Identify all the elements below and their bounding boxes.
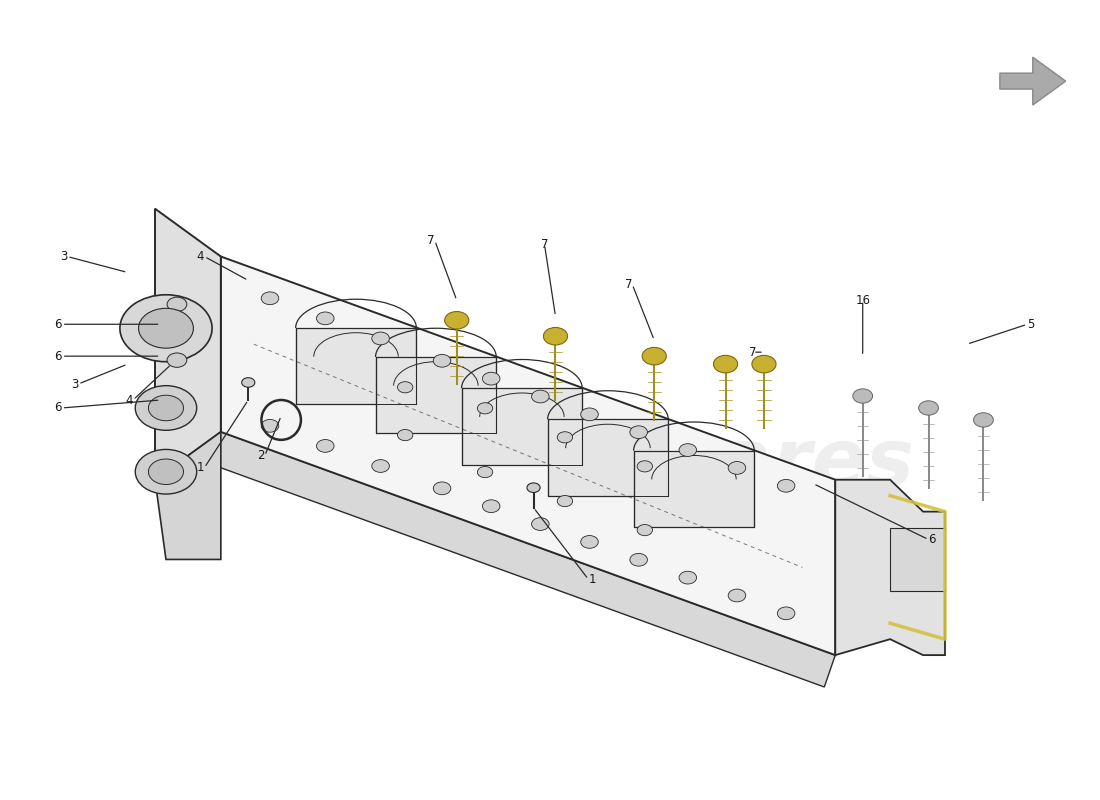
Polygon shape <box>296 328 417 405</box>
Polygon shape <box>634 450 755 527</box>
Circle shape <box>714 355 738 373</box>
Text: 6: 6 <box>54 318 62 330</box>
Text: 3: 3 <box>70 378 78 390</box>
Text: 5: 5 <box>1027 318 1035 330</box>
Circle shape <box>679 571 696 584</box>
Circle shape <box>372 460 389 472</box>
Circle shape <box>135 450 197 494</box>
Circle shape <box>527 483 540 493</box>
Circle shape <box>397 430 412 441</box>
Text: 16: 16 <box>855 294 870 307</box>
Polygon shape <box>221 257 835 655</box>
Polygon shape <box>835 480 945 655</box>
Text: 1: 1 <box>588 573 596 586</box>
Circle shape <box>167 353 187 367</box>
Circle shape <box>778 479 795 492</box>
Circle shape <box>372 332 389 345</box>
Circle shape <box>728 589 746 602</box>
Circle shape <box>918 401 938 415</box>
Circle shape <box>543 327 568 345</box>
Text: 2: 2 <box>257 450 265 462</box>
Circle shape <box>558 495 573 506</box>
Circle shape <box>558 432 573 443</box>
Circle shape <box>444 311 469 329</box>
Circle shape <box>433 354 451 367</box>
Polygon shape <box>548 419 669 496</box>
Text: eurospares: eurospares <box>405 425 914 502</box>
Circle shape <box>167 297 187 311</box>
Text: 7: 7 <box>427 234 434 247</box>
Circle shape <box>778 607 795 620</box>
Text: 7: 7 <box>625 278 632 291</box>
Circle shape <box>317 312 334 325</box>
Polygon shape <box>155 209 221 480</box>
Circle shape <box>120 294 212 362</box>
Circle shape <box>242 378 255 387</box>
Circle shape <box>581 535 598 548</box>
Circle shape <box>139 308 194 348</box>
Polygon shape <box>890 527 945 591</box>
Polygon shape <box>462 388 582 465</box>
Circle shape <box>679 444 696 457</box>
Circle shape <box>148 395 184 421</box>
Polygon shape <box>155 432 221 559</box>
Circle shape <box>642 347 667 365</box>
Text: 6: 6 <box>54 350 62 362</box>
Polygon shape <box>375 357 496 434</box>
Circle shape <box>728 462 746 474</box>
Circle shape <box>531 390 549 403</box>
Polygon shape <box>1000 57 1066 105</box>
Text: 3: 3 <box>59 250 67 263</box>
Circle shape <box>974 413 993 427</box>
Circle shape <box>135 386 197 430</box>
Circle shape <box>637 461 652 472</box>
Circle shape <box>483 500 500 513</box>
Text: 4: 4 <box>197 250 205 263</box>
Circle shape <box>852 389 872 403</box>
Text: 7: 7 <box>541 238 548 251</box>
Text: 6: 6 <box>54 402 62 414</box>
Text: a passion for parts since 1985: a passion for parts since 1985 <box>503 534 817 554</box>
Circle shape <box>581 408 598 421</box>
Circle shape <box>148 459 184 485</box>
Circle shape <box>261 419 278 432</box>
Circle shape <box>752 355 776 373</box>
Circle shape <box>433 482 451 494</box>
Circle shape <box>630 554 648 566</box>
Circle shape <box>637 525 652 536</box>
Text: 4: 4 <box>125 394 133 406</box>
Circle shape <box>397 382 412 393</box>
Text: 6: 6 <box>928 533 936 546</box>
Text: 7: 7 <box>749 346 757 358</box>
Circle shape <box>477 402 493 414</box>
Circle shape <box>483 372 500 385</box>
Text: 1: 1 <box>197 462 205 474</box>
Circle shape <box>261 292 278 305</box>
Circle shape <box>531 518 549 530</box>
Circle shape <box>630 426 648 438</box>
Polygon shape <box>210 432 835 687</box>
Circle shape <box>317 439 334 452</box>
Circle shape <box>477 466 493 478</box>
